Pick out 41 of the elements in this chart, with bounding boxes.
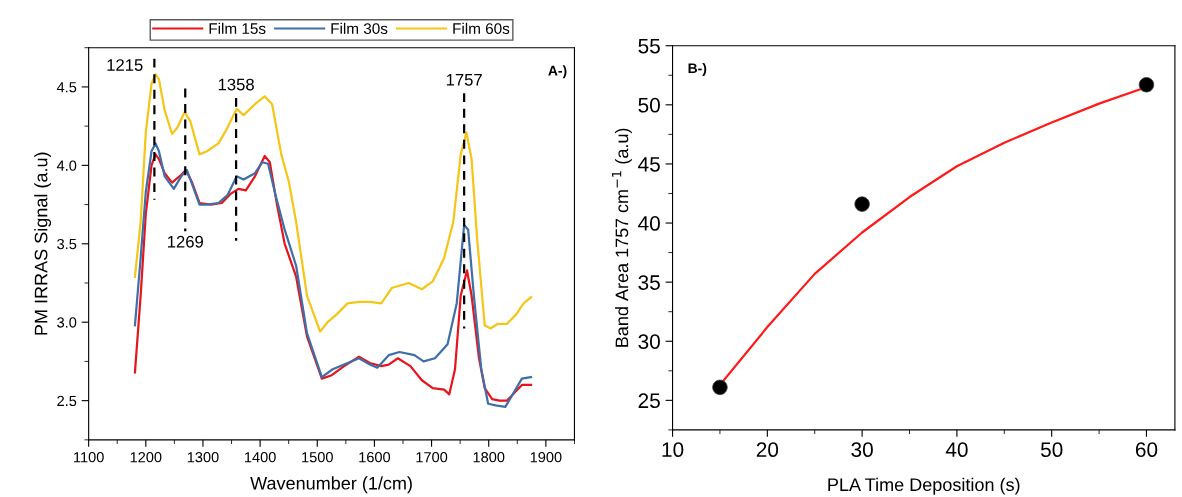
y-tick-label: 2.5 (57, 395, 77, 407)
x-tick-label: 50 (1040, 442, 1063, 458)
y-tick-label: 35 (638, 275, 660, 290)
x-tick-label: 10 (662, 442, 684, 458)
y-tick-label: 25 (638, 393, 660, 409)
x-tick-label: 1100 (74, 452, 104, 463)
annotation: 1757 (446, 74, 482, 86)
annotation: 1269 (167, 235, 203, 248)
annotation: 1358 (218, 78, 254, 91)
y-tick-label: 45 (638, 157, 660, 172)
x-tick-label: 30 (851, 442, 873, 458)
x-tick-label: 1900 (530, 452, 562, 463)
y-axis-title: PM IRRAS Signal (a.u) (34, 152, 52, 335)
x-tick-label: 1800 (473, 452, 505, 463)
line-series (133, 73, 533, 333)
annotation: B-) (688, 63, 707, 76)
x-tick-label: 1300 (187, 452, 219, 463)
x-tick-label: 20 (756, 442, 779, 458)
legend-label: Film 15s (209, 22, 266, 34)
annotation: A-) (548, 65, 567, 79)
x-tick-label: 1500 (302, 452, 333, 463)
x-tick-label: 1600 (359, 452, 391, 463)
y-tick-label: 4.0 (56, 160, 77, 171)
x-axis-title: PLA Time Deposition (s) (828, 477, 1020, 495)
y-tick-label: 3.5 (57, 238, 77, 250)
y-tick-label: 30 (638, 334, 660, 349)
y-axis-title: Band Area 1757 cm$^{−1}$ (a.u) (611, 128, 632, 347)
x-tick-label: 60 (1135, 442, 1158, 458)
x-tick-label: 1700 (416, 452, 448, 463)
y-tick-label: 4.5 (56, 82, 77, 93)
x-tick-label: 40 (945, 442, 968, 458)
x-tick-label: 1400 (245, 452, 276, 463)
x-tick-label: 1200 (130, 452, 162, 463)
y-tick-label: 50 (638, 97, 660, 113)
legend-label: Film 30s (331, 22, 388, 34)
annotation: 1215 (107, 59, 143, 71)
x-axis-title: Wavenumber (1/cm) (250, 476, 412, 494)
y-tick-label: 55 (638, 38, 660, 54)
legend-label: Film 60s (453, 22, 510, 34)
y-tick-label: 3.0 (57, 317, 77, 328)
y-tick-label: 40 (638, 216, 660, 231)
